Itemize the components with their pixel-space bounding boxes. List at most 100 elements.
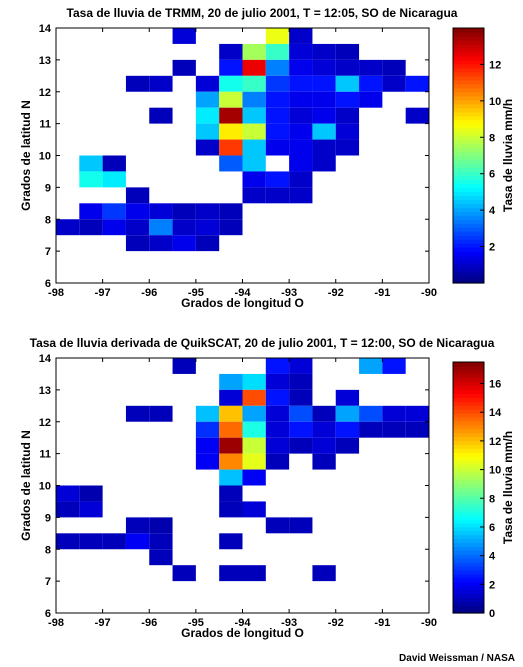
colorbar-tick-label: 14 bbox=[489, 407, 502, 419]
colorbar-segment bbox=[453, 279, 484, 284]
heatmap-cell bbox=[289, 59, 313, 76]
heatmap-cell bbox=[172, 28, 196, 44]
colorbar-tick-label: 12 bbox=[489, 436, 501, 448]
heatmap-cell bbox=[312, 107, 336, 124]
colorbar-segment bbox=[453, 223, 484, 228]
colorbar-segment bbox=[453, 534, 484, 540]
colorbar-segment bbox=[453, 163, 484, 169]
colorbar-segment bbox=[453, 444, 484, 449]
heatmap-cell bbox=[265, 28, 290, 44]
colorbar-tick-label: 4 bbox=[489, 205, 496, 217]
heatmap-cell bbox=[195, 203, 220, 220]
colorbar-segment bbox=[453, 554, 484, 559]
colorbar-segment bbox=[453, 381, 484, 387]
heatmap-cell bbox=[312, 437, 336, 454]
heatmap-cell bbox=[56, 219, 80, 236]
heatmap-cell bbox=[195, 91, 220, 108]
heatmap-cell bbox=[289, 405, 313, 422]
x-tick-label: -97 bbox=[95, 287, 111, 299]
colorbar-segment bbox=[453, 424, 484, 430]
heatmap-cells bbox=[56, 358, 429, 582]
x-tick-label: -95 bbox=[188, 287, 204, 299]
colorbar-segment bbox=[453, 171, 484, 177]
heatmap-cell bbox=[219, 203, 243, 220]
colorbar-segment bbox=[453, 471, 484, 477]
colorbar-segment bbox=[453, 91, 484, 97]
x-tick-label: -95 bbox=[188, 617, 204, 629]
heatmap-cell bbox=[335, 389, 360, 406]
heatmap-cell bbox=[195, 453, 220, 470]
colorbar-segment bbox=[453, 111, 484, 117]
heatmap-cell bbox=[79, 485, 103, 502]
colorbar-segment bbox=[453, 440, 484, 445]
colorbar-segment bbox=[453, 577, 484, 583]
colorbar-segment bbox=[453, 609, 484, 614]
heatmap-cell bbox=[289, 437, 313, 454]
colorbar-segment bbox=[453, 211, 484, 216]
colorbar-segment bbox=[453, 123, 484, 129]
colorbar-segment bbox=[453, 460, 484, 465]
y-tick-label: 8 bbox=[45, 214, 51, 226]
heatmap-cell bbox=[242, 389, 266, 406]
heatmap-cell bbox=[405, 107, 429, 124]
colorbar-segment bbox=[453, 538, 484, 544]
heatmap-cell bbox=[335, 139, 360, 156]
colorbar-segment bbox=[453, 518, 484, 524]
colorbar-segment bbox=[453, 147, 484, 153]
heatmap-cell bbox=[125, 533, 150, 550]
colorbar-segment bbox=[453, 565, 484, 571]
colorbar: 0 2 4 6 8 10 12 14 16 Tasa de lluvia mm/h bbox=[452, 361, 515, 620]
heatmap-cell bbox=[382, 358, 406, 374]
heatmap-cell bbox=[149, 235, 173, 252]
colorbar-segment bbox=[453, 432, 484, 438]
colorbar-segment bbox=[453, 127, 484, 133]
heatmap-cell bbox=[149, 219, 173, 236]
heatmap-cell bbox=[335, 123, 360, 140]
heatmap-cell bbox=[219, 389, 243, 406]
heatmap-cell bbox=[172, 565, 196, 582]
colorbar-segment bbox=[453, 491, 484, 496]
x-tick-label: -92 bbox=[328, 617, 344, 629]
x-tick-label: -90 bbox=[421, 287, 437, 299]
heatmap-cell bbox=[219, 59, 243, 76]
heatmap-cell bbox=[265, 187, 290, 204]
heatmap-cell bbox=[312, 155, 336, 172]
heatmap-cell bbox=[242, 565, 266, 582]
heatmap-cell bbox=[219, 139, 243, 156]
heatmap-cell bbox=[242, 43, 266, 60]
heatmap-cell bbox=[382, 75, 406, 92]
heatmap-cell bbox=[125, 219, 150, 236]
heatmap-cell bbox=[242, 501, 266, 518]
x-tick-label: -94 bbox=[235, 617, 252, 629]
colorbar-segment bbox=[453, 514, 484, 520]
heatmap-cell bbox=[265, 517, 290, 534]
x-tick-label: -98 bbox=[48, 287, 64, 299]
heatmap-cell bbox=[219, 421, 243, 438]
heatmap-cell bbox=[79, 219, 103, 236]
colorbar-segment bbox=[453, 487, 484, 493]
heatmap-cell bbox=[242, 453, 266, 470]
heatmap-cell bbox=[195, 235, 220, 252]
x-tick-label: -97 bbox=[95, 617, 111, 629]
colorbar-segment bbox=[453, 235, 484, 240]
x-tick-label: -98 bbox=[48, 617, 64, 629]
heatmap-cell bbox=[359, 405, 383, 422]
colorbar-segment bbox=[453, 365, 484, 371]
heatmap-cell bbox=[242, 437, 266, 454]
heatmap-cell bbox=[195, 219, 220, 236]
heatmap-cell bbox=[382, 405, 406, 422]
heatmap-cell bbox=[312, 43, 336, 60]
heatmap-cell bbox=[312, 139, 336, 156]
heatmap-cell bbox=[219, 91, 243, 108]
colorbar-segment bbox=[453, 593, 484, 598]
heatmap-cell bbox=[359, 75, 383, 92]
heatmap-cell bbox=[242, 469, 266, 486]
colorbar-segment bbox=[453, 99, 484, 105]
colorbar-segment bbox=[453, 416, 484, 422]
heatmap-cell bbox=[219, 469, 243, 486]
colorbar-segment bbox=[453, 187, 484, 192]
heatmap-cell bbox=[405, 421, 429, 438]
heatmap-cell bbox=[149, 533, 173, 550]
colorbar-segment bbox=[453, 39, 484, 45]
chart-title: Tasa de lluvia derivada de QuikSCAT, 20 … bbox=[30, 336, 495, 350]
